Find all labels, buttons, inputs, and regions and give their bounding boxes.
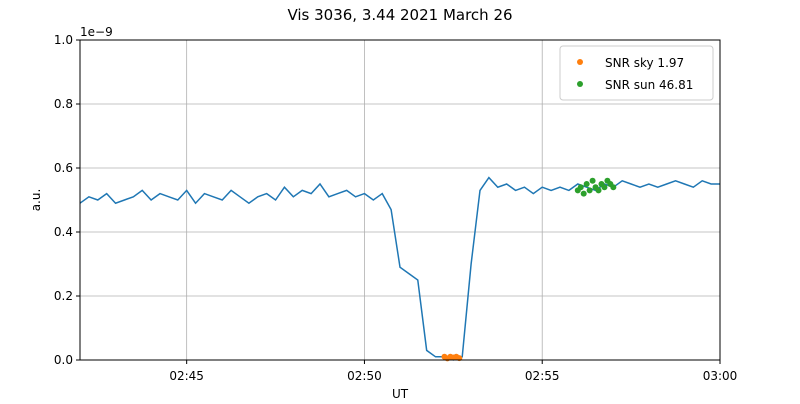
y-tick-label: 0.6 bbox=[54, 161, 73, 175]
y-axis-label: a.u. bbox=[29, 189, 43, 212]
y-tick-label: 0.2 bbox=[54, 289, 73, 303]
scatter-point bbox=[577, 184, 584, 191]
x-tick-label: 02:50 bbox=[347, 369, 382, 383]
y-tick-label: 1.0 bbox=[54, 33, 73, 47]
data-line bbox=[79, 176, 720, 361]
legend-label: SNR sun 46.81 bbox=[605, 78, 693, 92]
plot-frame bbox=[79, 39, 721, 361]
legend-marker bbox=[577, 59, 583, 65]
y-offset-label: 1e−9 bbox=[80, 25, 113, 39]
legend-label: SNR sky 1.97 bbox=[605, 56, 684, 70]
scatter-point bbox=[610, 184, 617, 191]
scatter-point bbox=[589, 177, 596, 184]
x-axis-label: UT bbox=[392, 387, 409, 400]
y-tick-label: 0.4 bbox=[54, 225, 73, 239]
scatter-point bbox=[583, 181, 590, 187]
scatter-point bbox=[601, 184, 608, 191]
legend-marker bbox=[577, 81, 583, 87]
x-tick-label: 02:45 bbox=[169, 369, 204, 383]
scatter-point bbox=[586, 187, 593, 194]
y-tick-label: 0.8 bbox=[54, 97, 73, 111]
scatter-point bbox=[595, 187, 602, 194]
chart-title: Vis 3036, 3.44 2021 March 26 bbox=[287, 6, 512, 24]
legend-box bbox=[559, 45, 714, 101]
x-tick-label: 03:00 bbox=[703, 369, 738, 383]
y-tick-label: 0.0 bbox=[54, 353, 73, 367]
x-tick-label: 02:55 bbox=[525, 369, 560, 383]
scatter-point bbox=[580, 190, 587, 197]
